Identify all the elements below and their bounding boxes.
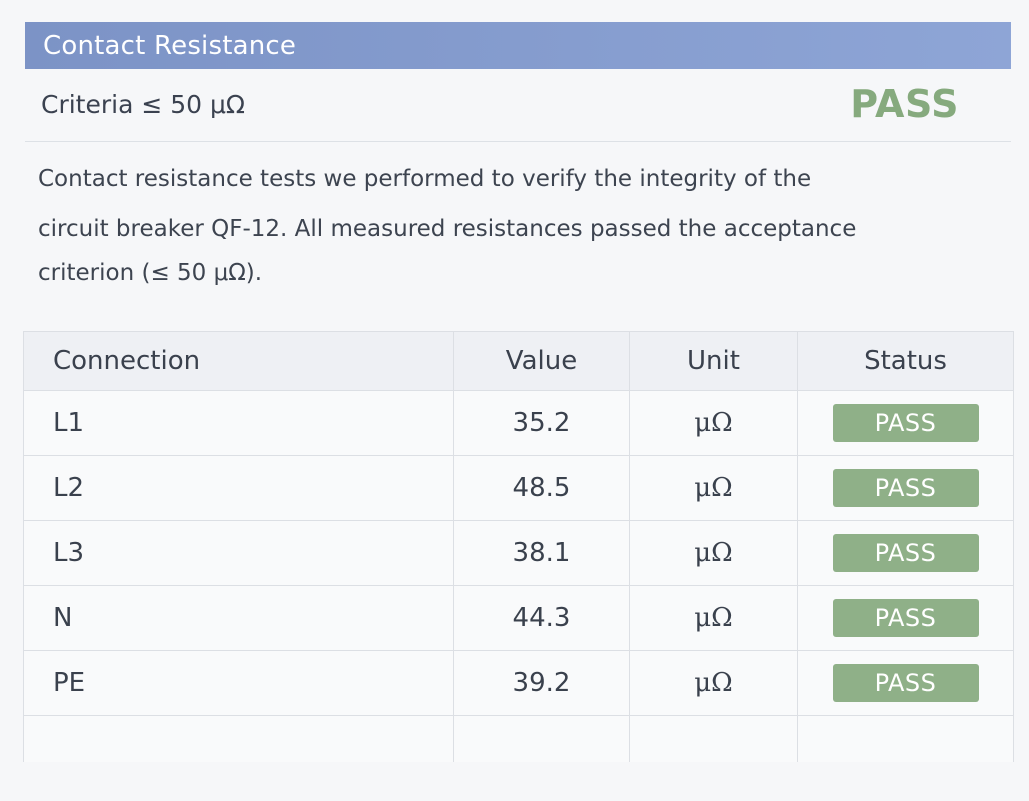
connection-cell: N <box>23 585 454 651</box>
pass-badge: PASS <box>832 469 979 507</box>
criteria-row: Criteria ≤ 50 μΩ PASS <box>25 70 1011 142</box>
status-cell: PASS <box>797 520 1014 586</box>
status-cell: PASS <box>797 455 1014 521</box>
value-cell: 48.5 <box>453 455 630 521</box>
unit-cell: μΩ <box>629 520 798 586</box>
empty-cell <box>629 715 798 762</box>
table-row: L1 35.2 μΩ PASS <box>23 390 1014 456</box>
section-title: Contact Resistance <box>43 30 297 61</box>
value-cell: 39.2 <box>453 650 630 716</box>
unit-cell: μΩ <box>629 390 798 456</box>
empty-cell <box>453 715 630 762</box>
column-header-status: Status <box>797 331 1014 391</box>
results-table: Connection Value Unit Status L1 35.2 μΩ … <box>23 331 1014 762</box>
table-row: L2 48.5 μΩ PASS <box>23 455 1014 521</box>
table-header-row: Connection Value Unit Status <box>23 331 1014 391</box>
pass-badge: PASS <box>832 404 979 442</box>
criteria-text: Criteria ≤ 50 μΩ <box>41 90 246 119</box>
connection-cell: L2 <box>23 455 454 521</box>
empty-table-row <box>23 715 1014 762</box>
description-line: criterion (≤ 50 μΩ). <box>38 260 263 286</box>
connection-cell: L1 <box>23 390 454 456</box>
description-line: Contact resistance tests we performed to… <box>38 166 812 192</box>
value-cell: 38.1 <box>453 520 630 586</box>
value-cell: 35.2 <box>453 390 630 456</box>
pass-badge: PASS <box>832 534 979 572</box>
unit-cell: μΩ <box>629 650 798 716</box>
empty-cell <box>797 715 1014 762</box>
section-header: Contact Resistance <box>25 22 1011 69</box>
column-header-unit: Unit <box>629 331 798 391</box>
value-cell: 44.3 <box>453 585 630 651</box>
table-row: N 44.3 μΩ PASS <box>23 585 1014 651</box>
unit-cell: μΩ <box>629 585 798 651</box>
pass-badge: PASS <box>832 664 979 702</box>
column-header-connection: Connection <box>23 331 454 391</box>
connection-cell: PE <box>23 650 454 716</box>
status-cell: PASS <box>797 390 1014 456</box>
pass-badge: PASS <box>832 599 979 637</box>
description-line: circuit breaker QF-12. All measured resi… <box>38 216 857 242</box>
connection-cell: L3 <box>23 520 454 586</box>
table-row: L3 38.1 μΩ PASS <box>23 520 1014 586</box>
status-cell: PASS <box>797 585 1014 651</box>
status-cell: PASS <box>797 650 1014 716</box>
table-row: PE 39.2 μΩ PASS <box>23 650 1014 716</box>
empty-cell <box>23 715 454 762</box>
description-paragraph: Contact resistance tests we performed to… <box>38 166 938 286</box>
column-header-value: Value <box>453 331 630 391</box>
unit-cell: μΩ <box>629 455 798 521</box>
overall-status: PASS <box>850 82 959 126</box>
